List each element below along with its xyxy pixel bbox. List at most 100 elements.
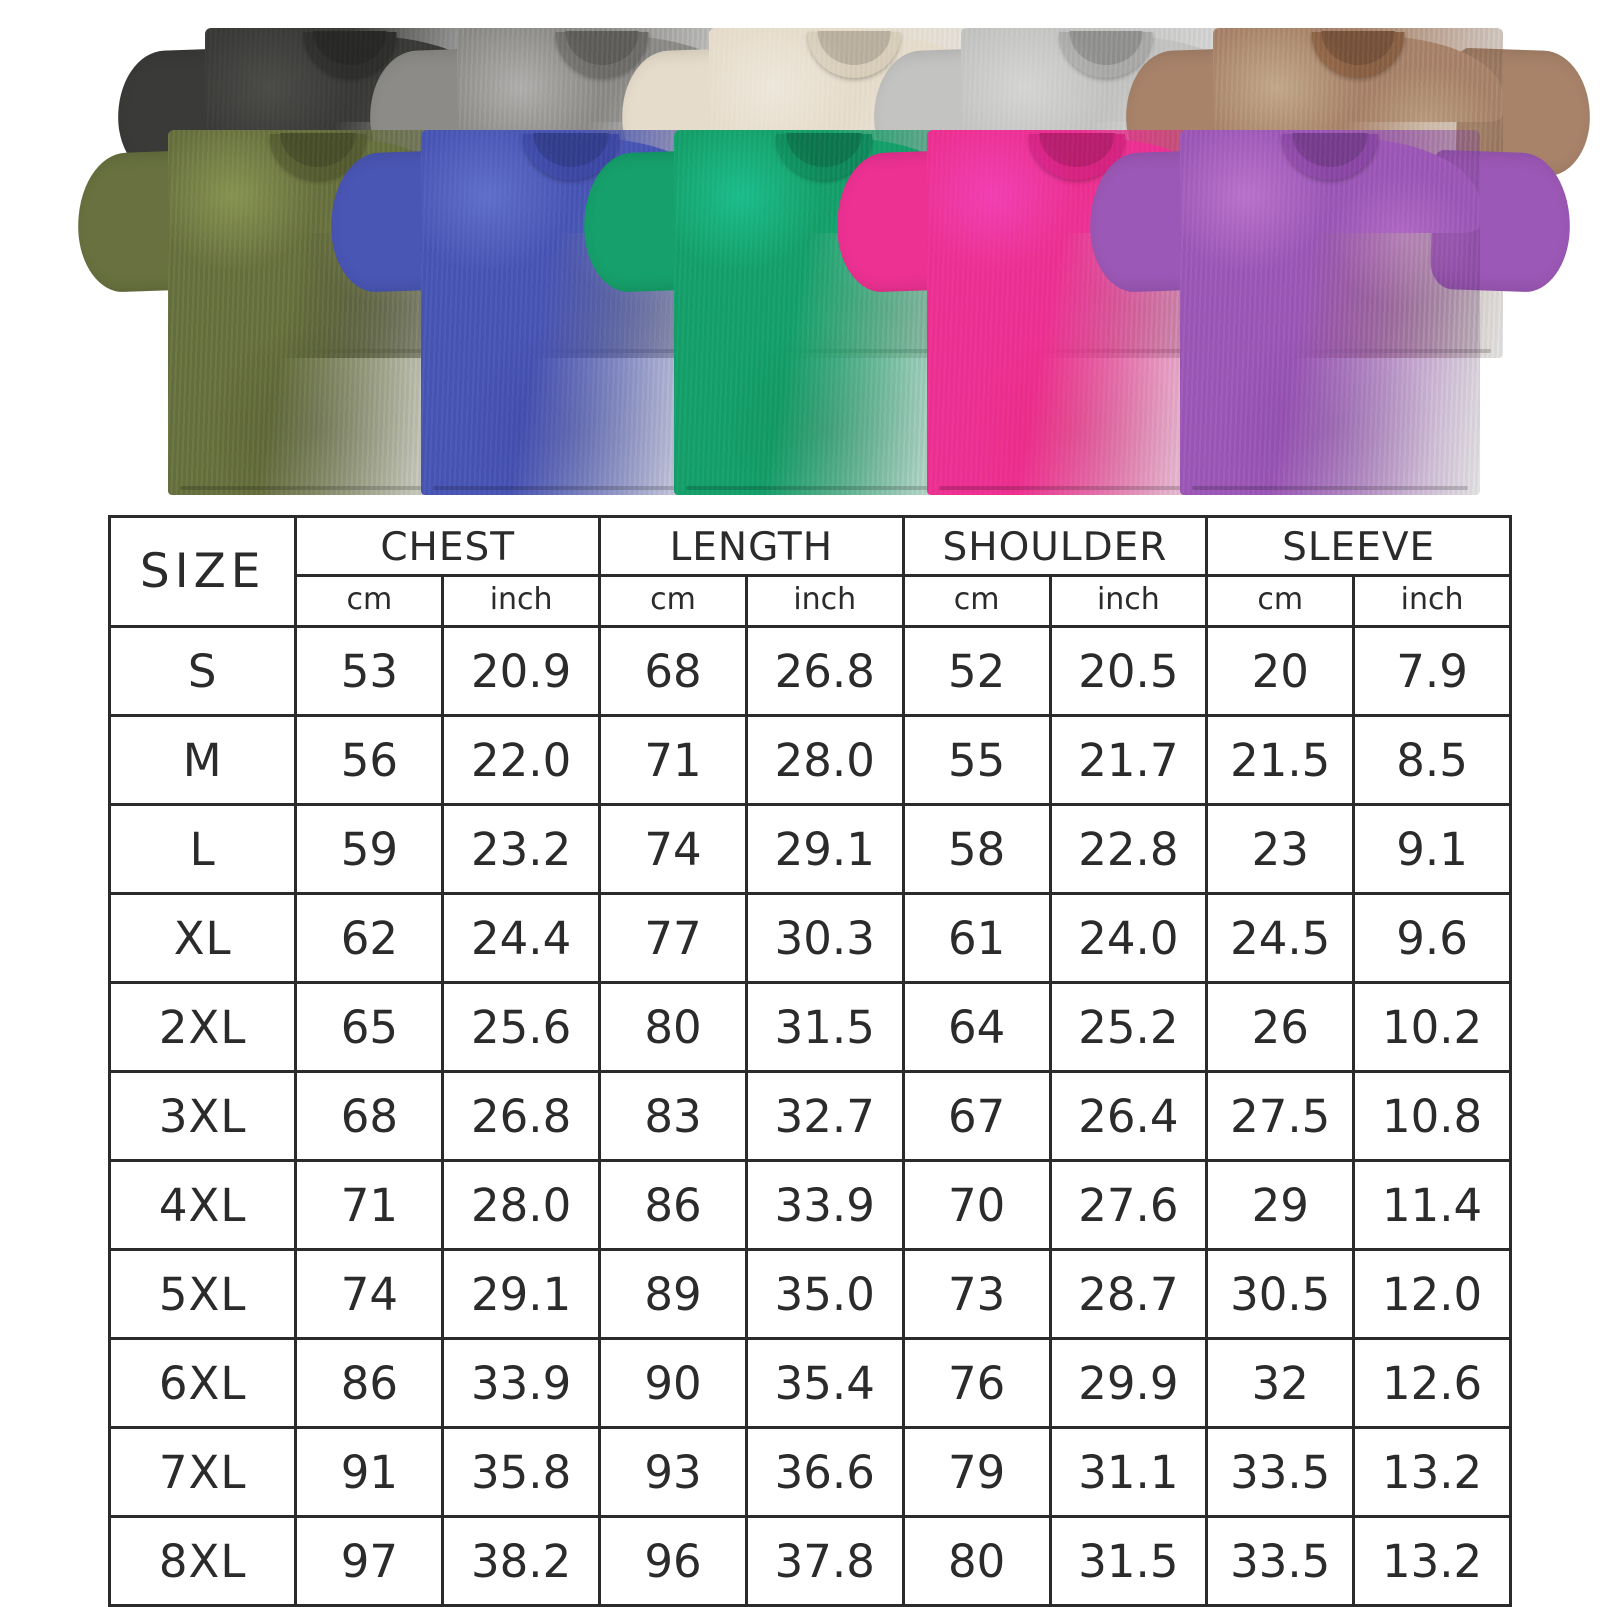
- shirt-hem: [939, 486, 1215, 490]
- cell-length_in: 33.9: [744, 1159, 905, 1251]
- cell-shoulder_cm: 55: [901, 714, 1052, 806]
- cell-chest_in: 20.9: [441, 625, 602, 717]
- cell-length_in: 30.3: [744, 892, 905, 984]
- cell-length_in: 32.7: [744, 1070, 905, 1162]
- cell-shoulder_cm: 61: [901, 892, 1052, 984]
- cell-chest_in: 28.0: [441, 1159, 602, 1251]
- cell-chest_cm: 68: [294, 1070, 445, 1162]
- header-length-inch: inch: [744, 574, 905, 628]
- header-chest-cm: cm: [294, 574, 445, 628]
- product-image-collage: [0, 0, 1600, 500]
- shirt-hem: [686, 486, 962, 490]
- cell-chest_cm: 53: [294, 625, 445, 717]
- cell-shoulder_in: 31.5: [1048, 1515, 1209, 1607]
- cell-chest_in: 26.8: [441, 1070, 602, 1162]
- shirt-swatch-purple[interactable]: [1087, 130, 1573, 495]
- cell-chest_in: 22.0: [441, 714, 602, 806]
- table-row: 3XL 68 26.8 83 32.7 67 26.4 27.5 10.8: [107, 1070, 1512, 1162]
- cell-shoulder_cm: 79: [901, 1426, 1052, 1518]
- size-label-7xl: 7XL: [107, 1426, 298, 1518]
- header-row-measurements: SIZE CHEST LENGTH SHOULDER SLEEVE: [107, 515, 1512, 628]
- cell-sleeve_in: 12.6: [1352, 1337, 1512, 1429]
- header-sleeve-inch: inch: [1352, 574, 1512, 628]
- table-row: 2XL 65 25.6 80 31.5 64 25.2 26 10.2: [107, 981, 1512, 1073]
- cell-length_in: 35.4: [744, 1337, 905, 1429]
- cell-sleeve_cm: 23: [1205, 803, 1356, 895]
- cell-chest_cm: 62: [294, 892, 445, 984]
- cell-shoulder_cm: 76: [901, 1337, 1052, 1429]
- cell-chest_in: 24.4: [441, 892, 602, 984]
- cell-sleeve_cm: 26: [1205, 981, 1356, 1073]
- size-label-m: M: [107, 714, 298, 806]
- cell-sleeve_in: 12.0: [1352, 1248, 1512, 1340]
- cell-sleeve_in: 8.5: [1352, 714, 1512, 806]
- size-chart-body: S 53 20.9 68 26.8 52 20.5 20 7.9 M 56 22.0 71 28.0 55 2…: [107, 625, 1512, 1607]
- table-row: S 53 20.9 68 26.8 52 20.5 20 7.9: [107, 625, 1512, 717]
- cell-length_cm: 93: [598, 1426, 748, 1518]
- shirt-hem: [1192, 486, 1468, 490]
- header-row-units: cm inch cm inch cm inch cm inch: [110, 574, 1512, 628]
- cell-length_cm: 83: [598, 1070, 748, 1162]
- table-row: L 59 23.2 74 29.1 58 22.8 23 9.1: [107, 803, 1512, 895]
- cell-sleeve_cm: 32: [1205, 1337, 1356, 1429]
- cell-chest_cm: 97: [294, 1515, 445, 1607]
- cell-shoulder_in: 22.8: [1048, 803, 1209, 895]
- cell-shoulder_cm: 67: [901, 1070, 1052, 1162]
- cell-shoulder_in: 25.2: [1048, 981, 1209, 1073]
- cell-length_cm: 89: [598, 1248, 748, 1340]
- cell-sleeve_cm: 29: [1205, 1159, 1356, 1251]
- cell-sleeve_cm: 30.5: [1205, 1248, 1356, 1340]
- cell-sleeve_in: 9.1: [1352, 803, 1512, 895]
- size-chart-table: SIZE CHEST LENGTH SHOULDER SLEEVE cm inc…: [107, 515, 1512, 1607]
- cell-sleeve_cm: 33.5: [1205, 1426, 1356, 1518]
- table-row: 8XL 97 38.2 96 37.8 80 31.5 33.5 13.2: [107, 1515, 1512, 1607]
- cell-chest_cm: 91: [294, 1426, 445, 1518]
- header-shoulder-cm: cm: [901, 574, 1052, 628]
- cell-length_cm: 68: [598, 625, 748, 717]
- cell-chest_cm: 56: [294, 714, 445, 806]
- cell-length_in: 36.6: [744, 1426, 905, 1518]
- cell-length_cm: 90: [598, 1337, 748, 1429]
- size-label-3xl: 3XL: [107, 1070, 298, 1162]
- cell-length_cm: 96: [598, 1515, 748, 1607]
- cell-sleeve_cm: 33.5: [1205, 1515, 1356, 1607]
- header-length-cm: cm: [598, 574, 748, 628]
- cell-sleeve_cm: 27.5: [1205, 1070, 1356, 1162]
- header-size: SIZE: [107, 515, 298, 628]
- size-label-xl: XL: [107, 892, 298, 984]
- size-label-5xl: 5XL: [107, 1248, 298, 1340]
- header-shoulder: SHOULDER: [901, 515, 1209, 577]
- cell-chest_cm: 74: [294, 1248, 445, 1340]
- cell-length_cm: 77: [598, 892, 748, 984]
- cell-length_in: 28.0: [744, 714, 905, 806]
- table-row: M 56 22.0 71 28.0 55 21.7 21.5 8.5: [107, 714, 1512, 806]
- cell-shoulder_in: 28.7: [1048, 1248, 1209, 1340]
- cell-sleeve_in: 9.6: [1352, 892, 1512, 984]
- cell-shoulder_in: 20.5: [1048, 625, 1209, 717]
- cell-chest_cm: 86: [294, 1337, 445, 1429]
- cell-sleeve_cm: 21.5: [1205, 714, 1356, 806]
- cell-length_in: 29.1: [744, 803, 905, 895]
- cell-shoulder_in: 31.1: [1048, 1426, 1209, 1518]
- cell-length_cm: 71: [598, 714, 748, 806]
- size-label-4xl: 4XL: [107, 1159, 298, 1251]
- cell-chest_in: 25.6: [441, 981, 602, 1073]
- cell-length_in: 35.0: [744, 1248, 905, 1340]
- table-row: XL 62 24.4 77 30.3 61 24.0 24.5 9.6: [107, 892, 1512, 984]
- cell-shoulder_in: 21.7: [1048, 714, 1209, 806]
- header-shoulder-inch: inch: [1048, 574, 1209, 628]
- cell-sleeve_in: 13.2: [1352, 1426, 1512, 1518]
- cell-length_in: 26.8: [744, 625, 905, 717]
- cell-length_cm: 80: [598, 981, 748, 1073]
- cell-chest_in: 33.9: [441, 1337, 602, 1429]
- header-length: LENGTH: [598, 515, 905, 577]
- cell-length_in: 31.5: [744, 981, 905, 1073]
- header-chest: CHEST: [294, 515, 602, 577]
- cell-shoulder_in: 29.9: [1048, 1337, 1209, 1429]
- header-chest-inch: inch: [441, 574, 602, 628]
- cell-length_in: 37.8: [744, 1515, 905, 1607]
- cell-sleeve_in: 13.2: [1352, 1515, 1512, 1607]
- size-label-2xl: 2XL: [107, 981, 298, 1073]
- cell-sleeve_in: 10.8: [1352, 1070, 1512, 1162]
- cell-chest_in: 29.1: [441, 1248, 602, 1340]
